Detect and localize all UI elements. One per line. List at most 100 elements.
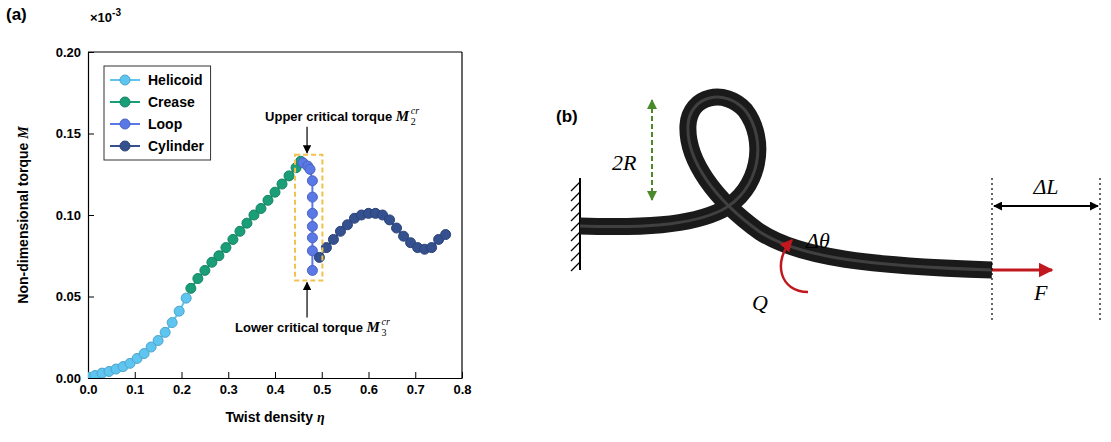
annotation-symbol: M bbox=[395, 108, 410, 124]
panel-a: (a)×10-30.00.10.20.30.40.50.60.70.80.000… bbox=[6, 5, 472, 425]
y-tick-mark bbox=[88, 134, 94, 135]
extension-guide bbox=[991, 178, 992, 322]
data-point bbox=[307, 176, 317, 186]
legend-label: Crease bbox=[148, 94, 195, 110]
extension-guide bbox=[1099, 178, 1100, 322]
annotation-sub: 3 bbox=[382, 327, 387, 338]
torque-arrow bbox=[781, 240, 808, 292]
annotation-arrow bbox=[306, 282, 307, 317]
legend-marker bbox=[120, 97, 130, 107]
data-point bbox=[385, 215, 395, 225]
data-point bbox=[263, 195, 273, 205]
x-tick-mark bbox=[415, 372, 416, 378]
legend-marker bbox=[120, 75, 130, 85]
y-tick-label: 0.10 bbox=[56, 208, 81, 223]
data-point bbox=[228, 234, 238, 244]
legend-label: Loop bbox=[148, 116, 182, 132]
multiplier-exponent: -3 bbox=[112, 7, 121, 18]
y-tick-mark bbox=[88, 297, 94, 298]
y-tick-mark bbox=[88, 52, 94, 53]
annotation-arrow bbox=[306, 127, 307, 153]
data-point bbox=[221, 243, 231, 253]
legend-marker bbox=[120, 141, 130, 151]
x-tick-label: 0.7 bbox=[407, 382, 425, 397]
x-tick-label: 0.5 bbox=[313, 382, 331, 397]
series-markers bbox=[88, 293, 191, 378]
data-point bbox=[153, 336, 163, 346]
x-tick-label: 0.4 bbox=[266, 382, 285, 397]
data-point bbox=[167, 318, 177, 328]
extension-label: ΔL bbox=[1032, 174, 1058, 199]
annotation-sup: cr bbox=[382, 316, 390, 327]
y-axis: 0.00 0.05 0.10 0.15 0.20 bbox=[56, 45, 94, 386]
wall-hatch bbox=[571, 192, 580, 201]
wall-hatch bbox=[571, 182, 580, 191]
data-point bbox=[307, 265, 317, 275]
x-tick: 0.5 bbox=[313, 372, 331, 397]
ribbon bbox=[580, 97, 992, 270]
x-axis-title: Twist density η bbox=[225, 409, 325, 425]
figure: (a)×10-30.00.10.20.30.40.50.60.70.80.000… bbox=[0, 0, 1111, 442]
x-tick-mark bbox=[228, 372, 229, 378]
y-tick-label: 0.05 bbox=[56, 289, 81, 304]
wall-hatch bbox=[571, 232, 580, 241]
diameter-label: 2R bbox=[612, 150, 637, 175]
x-tick-mark bbox=[369, 372, 370, 378]
x-tick-mark bbox=[135, 372, 136, 378]
y-tick: 0.10 bbox=[56, 208, 94, 223]
wall-hatch bbox=[571, 222, 580, 231]
wall-hatch bbox=[571, 242, 580, 251]
annotation-label: Upper critical torque bbox=[265, 109, 396, 124]
data-point bbox=[307, 192, 317, 202]
x-tick: 0.8 bbox=[453, 372, 471, 397]
y-tick: 0.20 bbox=[56, 45, 94, 60]
annotation-label: Lower critical torque bbox=[235, 320, 366, 335]
annotation-symbol: M bbox=[366, 319, 381, 335]
data-point bbox=[174, 306, 184, 316]
data-point bbox=[328, 234, 338, 244]
data-point bbox=[284, 171, 294, 181]
data-point bbox=[186, 283, 196, 293]
x-tick-label: 0.6 bbox=[360, 382, 378, 397]
y-tick: 0.00 bbox=[56, 371, 94, 386]
series-markers bbox=[186, 156, 306, 293]
data-point bbox=[307, 221, 317, 231]
multiplier-base: ×10 bbox=[90, 10, 112, 25]
highlight-box bbox=[295, 155, 322, 281]
series-line bbox=[88, 298, 186, 377]
legend-label: Helicoid bbox=[148, 72, 202, 88]
data-point bbox=[160, 327, 170, 337]
x-tick: 0.3 bbox=[220, 372, 238, 397]
y-tick-label: 0.15 bbox=[56, 126, 81, 141]
annotation-sub: 2 bbox=[411, 116, 416, 127]
data-point bbox=[307, 233, 317, 243]
legend-entry: Cylinder bbox=[110, 138, 205, 154]
x-tick: 0.1 bbox=[126, 372, 144, 397]
x-tick-label: 0.8 bbox=[453, 382, 471, 397]
data-point bbox=[256, 203, 266, 213]
data-point bbox=[181, 293, 191, 303]
data-point bbox=[214, 251, 224, 261]
panel-b: (b)2RΔθQFΔL bbox=[556, 97, 1100, 322]
plot-area bbox=[88, 156, 451, 378]
x-tick-label: 0.0 bbox=[79, 382, 97, 397]
y-tick-label: 0.20 bbox=[56, 45, 81, 60]
x-tick-label: 0.1 bbox=[126, 382, 144, 397]
data-point bbox=[235, 226, 245, 236]
annotation-text: Lower critical torque M bbox=[235, 319, 380, 335]
legend-entry: Helicoid bbox=[110, 72, 202, 88]
legend-entry: Crease bbox=[110, 94, 195, 110]
x-tick: 0.6 bbox=[360, 372, 378, 397]
data-point bbox=[305, 164, 315, 174]
annotation-text: Upper critical torque M bbox=[265, 108, 410, 124]
data-point bbox=[307, 208, 317, 218]
x-tick-mark bbox=[322, 372, 323, 378]
data-point bbox=[193, 274, 203, 284]
panel-label: (a) bbox=[6, 5, 27, 24]
torque-label: Q bbox=[752, 290, 768, 315]
series-markers bbox=[314, 208, 450, 262]
y-tick: 0.15 bbox=[56, 126, 94, 141]
y-tick-mark bbox=[88, 215, 94, 216]
frame-top bbox=[88, 51, 462, 52]
annotation: Lower critical torque Mcr3 bbox=[235, 316, 390, 338]
